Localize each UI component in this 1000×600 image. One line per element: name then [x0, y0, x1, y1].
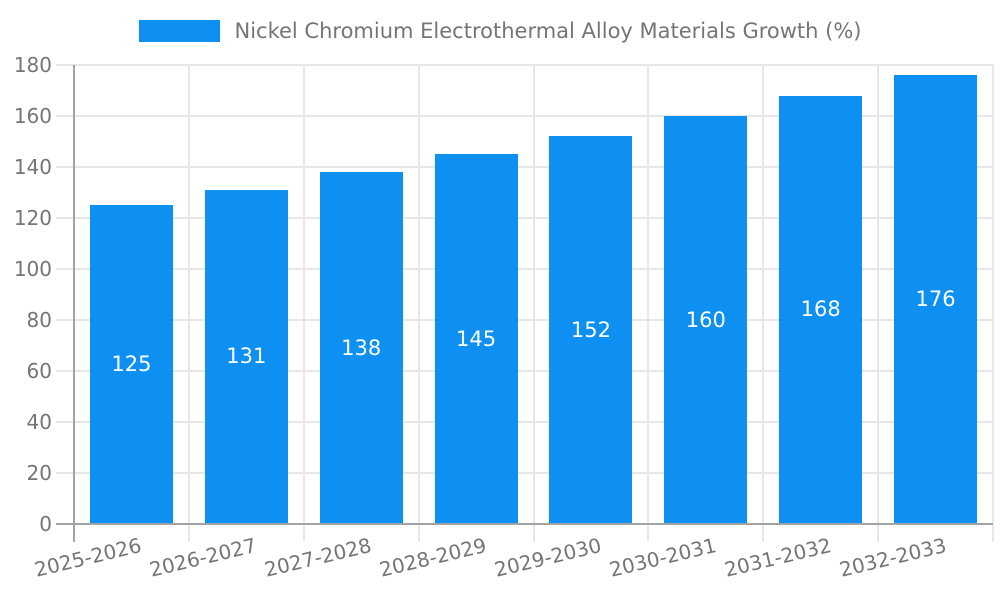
v-gridline [762, 65, 765, 542]
bar[interactable]: 168 [779, 95, 863, 523]
y-axis-tick-label: 160 [13, 104, 52, 128]
y-axis-tick-label: 140 [13, 155, 52, 179]
chart-legend[interactable]: Nickel Chromium Electrothermal Alloy Mat… [0, 18, 1000, 44]
v-gridline [992, 65, 994, 542]
bar[interactable]: 152 [549, 136, 633, 523]
h-gridline [56, 64, 993, 66]
x-axis-category-label: 2028-2029 [377, 533, 489, 582]
bar-value-label: 152 [570, 317, 611, 342]
y-axis-tick-label: 120 [13, 206, 52, 230]
v-gridline [417, 65, 420, 542]
bar-value-label: 131 [226, 344, 267, 369]
h-gridline [56, 472, 993, 474]
bar-value-label: 138 [341, 335, 382, 360]
bar[interactable]: 125 [89, 205, 173, 523]
x-axis-category-label: 2025-2026 [32, 533, 145, 582]
y-axis-tick-label: 40 [26, 410, 52, 434]
y-axis-tick-label: 60 [26, 359, 52, 383]
bar[interactable]: 145 [434, 154, 518, 523]
h-gridline [56, 268, 993, 270]
v-gridline [532, 65, 535, 542]
h-gridline [56, 166, 993, 168]
x-axis-line [56, 523, 993, 525]
v-gridline [302, 65, 305, 542]
bar[interactable]: 131 [204, 189, 288, 523]
y-axis-tick-label: 80 [26, 308, 52, 332]
h-gridline [56, 421, 993, 423]
x-axis-category-label: 2031-2032 [721, 533, 834, 582]
x-axis-category-label: 2030-2031 [606, 533, 719, 582]
v-gridline [877, 65, 880, 542]
bar[interactable]: 160 [664, 116, 748, 523]
h-gridline [56, 217, 993, 219]
h-gridline [56, 115, 993, 117]
y-axis-tick-label: 180 [13, 53, 52, 77]
bar-value-label: 176 [915, 287, 956, 312]
bar-value-label: 145 [456, 326, 497, 351]
x-axis-category-label: 2029-2030 [491, 533, 604, 582]
v-gridline [187, 65, 190, 542]
bar[interactable]: 138 [319, 172, 403, 523]
x-axis-category-label: 2027-2028 [262, 533, 374, 582]
v-gridline [647, 65, 650, 542]
bar[interactable]: 176 [894, 75, 978, 523]
x-axis-category-label: 2026-2027 [147, 533, 259, 582]
bar-value-label: 168 [800, 297, 841, 322]
y-axis-tick-label: 100 [13, 257, 52, 281]
bar-value-label: 160 [685, 307, 726, 332]
y-axis-tick-label: 20 [26, 461, 52, 485]
y-axis-line [73, 65, 75, 542]
x-axis-category-label: 2032-2033 [836, 533, 949, 582]
bar-value-label: 125 [111, 352, 152, 377]
h-gridline [56, 370, 993, 372]
legend-swatch-icon [138, 20, 220, 42]
h-gridline [56, 319, 993, 321]
legend-label: Nickel Chromium Electrothermal Alloy Mat… [234, 19, 862, 43]
y-axis-tick-label: 0 [39, 512, 52, 536]
